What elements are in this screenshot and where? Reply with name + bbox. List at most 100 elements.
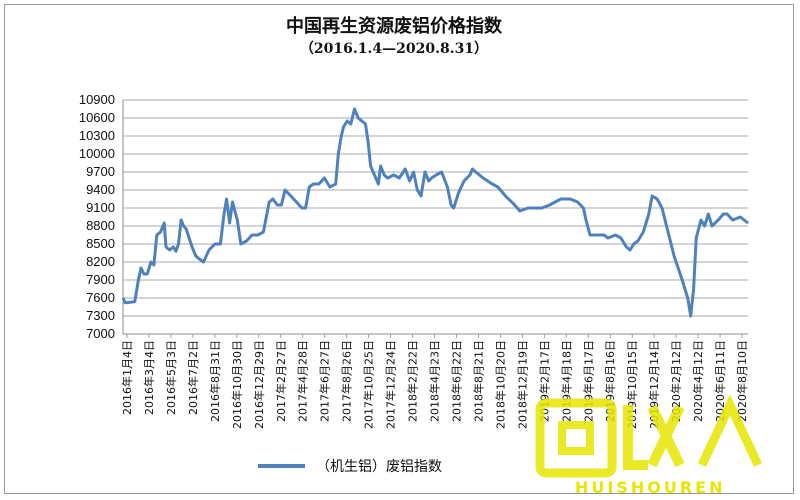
data-point [656, 198, 658, 200]
data-point [695, 237, 697, 239]
data-point [361, 120, 363, 122]
data-point [383, 174, 385, 176]
data-point [453, 207, 455, 209]
data-point [236, 219, 238, 221]
data-point [305, 207, 307, 209]
data-point [424, 171, 426, 173]
data-point [482, 177, 484, 179]
data-point [202, 261, 205, 263]
x-tick-label: 2020年6月11日 [713, 340, 727, 422]
data-point [229, 222, 231, 224]
data-point [276, 204, 278, 206]
data-point [185, 228, 187, 230]
data-point [504, 195, 507, 197]
x-tick-label: 2016年7月2日 [186, 340, 200, 415]
y-tick-label: 9400 [86, 182, 115, 197]
x-tick-label: 2018年4月23日 [428, 340, 442, 422]
data-point [163, 222, 165, 224]
y-tick-label: 9700 [86, 164, 115, 179]
data-point [284, 189, 286, 191]
data-point [337, 153, 339, 155]
data-point [146, 273, 148, 275]
data-point [342, 126, 345, 128]
y-tick-label: 7000 [86, 326, 115, 341]
data-point [295, 201, 297, 203]
data-point [208, 249, 210, 251]
chart-frame [4, 4, 794, 494]
data-point [367, 141, 369, 143]
data-point [700, 219, 702, 221]
data-point [404, 168, 406, 170]
data-point [491, 183, 493, 185]
data-point [747, 222, 749, 224]
data-point [329, 186, 331, 188]
chart-subtitle: （2016.1.4—2020.8.31） [299, 41, 489, 57]
y-tick-label: 7900 [86, 272, 115, 287]
data-point [450, 204, 452, 206]
data-point [497, 186, 499, 188]
data-point [372, 171, 374, 173]
y-tick-label: 10300 [79, 128, 115, 143]
data-point [140, 267, 142, 269]
x-tick-label: 2018年2月22日 [406, 340, 420, 422]
data-point [519, 210, 521, 212]
data-point [563, 198, 565, 200]
x-tick-label: 2020年4月12日 [691, 340, 705, 422]
x-tick-label: 2018年12月19日 [515, 340, 529, 429]
data-point [690, 315, 692, 317]
data-point [377, 183, 379, 185]
data-point [175, 250, 177, 252]
data-point [251, 234, 253, 236]
x-tick-label: 2018年8月21日 [471, 340, 485, 422]
data-point [257, 234, 259, 236]
watermark-brand-text: HUISHOUREN [575, 478, 726, 497]
data-point [549, 204, 551, 206]
x-tick-label: 2018年10月20日 [493, 340, 507, 429]
data-point [308, 186, 310, 188]
data-point [346, 120, 348, 122]
data-point [475, 171, 477, 173]
data-point [301, 207, 303, 209]
x-tick-label: 2020年8月10日 [735, 340, 749, 422]
data-point [172, 246, 174, 248]
data-point [717, 219, 719, 221]
data-point [687, 297, 689, 299]
data-point [130, 301, 132, 303]
data-point [463, 180, 465, 182]
data-point [318, 183, 320, 185]
data-point [633, 243, 635, 245]
data-point [431, 177, 433, 179]
x-tick-label: 2017年8月26日 [340, 340, 354, 422]
data-point [582, 207, 585, 209]
data-point [535, 207, 537, 209]
data-point [353, 108, 356, 110]
data-point [607, 237, 609, 239]
data-point [169, 249, 171, 251]
data-point [156, 234, 158, 236]
data-point [290, 195, 292, 197]
data-point [375, 177, 377, 179]
chart-title: 中国再生资源废铝价格指数 [286, 16, 502, 37]
x-tick-label: 2016年10月30日 [230, 340, 244, 429]
data-point [387, 177, 389, 179]
data-point [428, 180, 430, 182]
data-point [629, 249, 631, 251]
data-point [457, 192, 460, 194]
data-point [739, 216, 741, 218]
y-tick-label: 10000 [79, 146, 115, 161]
x-tick-label: 2016年3月4日 [142, 340, 156, 415]
x-tick-label: 2017年6月27日 [318, 340, 332, 422]
data-point [340, 135, 342, 137]
data-point [262, 231, 264, 233]
data-point [585, 219, 587, 221]
data-point [195, 255, 197, 257]
legend-label: （机生铝）废铝指数 [316, 459, 442, 475]
data-point [312, 183, 314, 185]
data-point [124, 302, 126, 304]
data-point [134, 301, 136, 303]
watermark-logo [535, 395, 763, 478]
data-point [642, 231, 644, 233]
y-tick-label: 10900 [79, 92, 115, 107]
data-point [370, 165, 372, 167]
data-point [651, 195, 653, 197]
